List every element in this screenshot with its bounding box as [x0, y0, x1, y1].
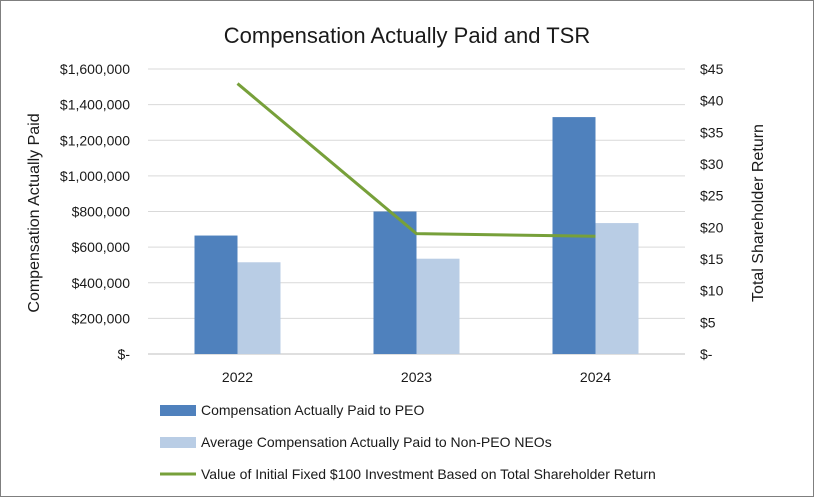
tsr-line [236, 82, 596, 238]
legend-swatch-peo [160, 405, 196, 416]
legend: Compensation Actually Paid to PEO Averag… [160, 402, 656, 482]
y2-tick-label: $15 [700, 251, 724, 267]
y2-axis-label: Total Shareholder Return [750, 124, 767, 302]
y2-tick-label: $5 [700, 314, 716, 330]
y2-tick-label: $25 [700, 188, 724, 204]
x-tick-label: 2022 [222, 369, 253, 385]
y-tick-label: $1,000,000 [60, 168, 130, 184]
y-axis-label: Compensation Actually Paid [26, 113, 43, 312]
legend-swatch-neo [160, 437, 196, 448]
y-tick-label: $1,600,000 [60, 61, 130, 77]
bar-neo [595, 223, 639, 354]
legend-label-neo: Average Compensation Actually Paid to No… [201, 434, 552, 450]
y2-tick-label: $10 [700, 283, 724, 299]
y2-tick-label: $35 [700, 124, 724, 140]
y2-tick-label: $20 [700, 219, 724, 235]
legend-label-peo: Compensation Actually Paid to PEO [201, 402, 424, 418]
bar-neo [416, 258, 460, 354]
y-tick-label: $1,200,000 [60, 132, 130, 148]
chart-title: Compensation Actually Paid and TSR [224, 23, 590, 48]
left-axis-ticks: $- $200,000 $400,000 $600,000 $800,000 $1,000… [60, 61, 130, 362]
bar-peo [373, 211, 417, 354]
right-axis-ticks: $- $5 $10 $15 $20 $25 $30 $35 $40 $45 [700, 61, 724, 362]
bar-neo [237, 262, 281, 354]
y2-tick-label: $30 [700, 156, 724, 172]
y-tick-label: $600,000 [72, 239, 131, 255]
x-tick-label: 2024 [580, 369, 611, 385]
x-axis-ticks: 2022 2023 2024 [222, 369, 611, 385]
legend-label-tsr: Value of Initial Fixed $100 Investment B… [201, 466, 656, 482]
y2-tick-label: $- [700, 346, 713, 362]
tsr-line-group [236, 82, 596, 238]
y-tick-label: $1,400,000 [60, 97, 130, 113]
y-tick-label: $400,000 [72, 275, 131, 291]
y-tick-label: $200,000 [72, 310, 131, 326]
bar-peo [194, 235, 238, 354]
y2-tick-label: $40 [700, 93, 724, 109]
x-tick-label: 2023 [401, 369, 432, 385]
y-tick-label: $800,000 [72, 204, 131, 220]
y2-tick-label: $45 [700, 61, 724, 77]
y-tick-label: $- [118, 346, 131, 362]
